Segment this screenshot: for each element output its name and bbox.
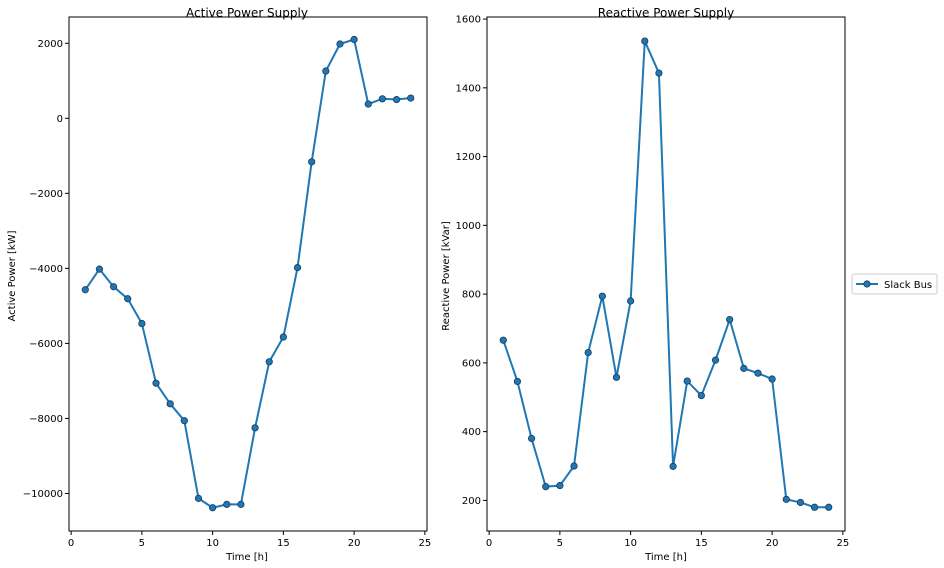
- active-power-data-point: [392, 95, 401, 104]
- reactive-power-data-point: [782, 495, 790, 503]
- reactive-power-data-point: [499, 336, 507, 344]
- reactive-power-data-point: [527, 434, 536, 443]
- active-power-data-point: [378, 95, 387, 103]
- active-power-data-point: [138, 319, 146, 328]
- active-power-panel: Active Power Supply Time [h] Active Powe…: [7, 6, 431, 563]
- active-power-title: Active Power Supply: [186, 6, 308, 20]
- reactive-power-ytick-label: 1600: [456, 15, 481, 26]
- reactive-power-data-point: [612, 373, 621, 381]
- reactive-power-ytick-label: 200: [462, 496, 481, 507]
- reactive-power-data-point: [570, 462, 578, 470]
- active-power-data-point: [308, 158, 316, 166]
- reactive-power-data-point: [598, 292, 606, 300]
- reactive-power-plot-frame: [486, 16, 846, 532]
- legend-box: [851, 273, 938, 295]
- active-power-series: [81, 35, 415, 512]
- reactive-power-data-point: [655, 69, 663, 77]
- active-power-ytick-label: 2000: [38, 39, 63, 50]
- reactive-power-series: [499, 37, 833, 511]
- reactive-power-xtick-label: 0: [486, 538, 492, 549]
- active-power-data-point: [166, 400, 174, 408]
- reactive-power-ytick-label: 1000: [456, 221, 481, 232]
- reactive-power-ticks: 0 5 10 15 20 25 200 400 600 800 1000 1200 1400 1600: [456, 15, 850, 549]
- reactive-power-data-point: [542, 483, 550, 491]
- reactive-power-ytick-label: 1400: [456, 83, 481, 94]
- active-power-data-point: [152, 379, 160, 387]
- active-power-xtick-label: 5: [139, 538, 145, 549]
- active-power-data-point: [350, 35, 358, 44]
- reactive-power-xlabel: Time [h]: [644, 552, 687, 563]
- active-power-data-point: [407, 94, 415, 102]
- active-power-data-point: [194, 494, 203, 502]
- legend-marker-swatch: [863, 280, 871, 288]
- active-power-ytick-label: −10000: [23, 489, 63, 500]
- active-power-data-point: [265, 358, 273, 366]
- reactive-power-data-point: [726, 315, 734, 324]
- active-power-xtick-label: 25: [419, 538, 432, 549]
- reactive-power-data-point: [513, 377, 522, 386]
- reactive-power-data-point: [768, 375, 776, 383]
- active-power-data-point: [251, 424, 259, 432]
- active-power-data-point: [180, 417, 188, 425]
- active-power-ytick-label: −6000: [29, 339, 63, 350]
- active-power-data-point: [336, 40, 344, 48]
- active-power-xtick-label: 0: [68, 538, 74, 549]
- active-power-data-point: [124, 295, 132, 303]
- active-power-data-point: [95, 265, 104, 273]
- reactive-power-data-point: [711, 356, 720, 364]
- reactive-power-data-point: [825, 503, 833, 511]
- active-power-ytick-label: −2000: [29, 189, 63, 200]
- reactive-power-xtick-label: 5: [557, 538, 563, 549]
- active-power-data-point: [223, 500, 231, 508]
- reactive-power-xtick-label: 20: [766, 538, 779, 549]
- active-power-data-point: [237, 500, 245, 508]
- reactive-power-xtick-label: 15: [695, 538, 708, 549]
- active-power-xtick-label: 10: [206, 538, 219, 549]
- reactive-power-data-point: [669, 462, 677, 470]
- legend: Slack Bus: [851, 273, 938, 295]
- reactive-power-xtick-label: 10: [624, 538, 637, 549]
- reactive-power-data-point: [683, 377, 691, 385]
- reactive-power-ytick-label: 400: [462, 427, 481, 438]
- active-power-data-point: [109, 283, 118, 291]
- reactive-power-data-point: [627, 297, 635, 305]
- reactive-power-data-point: [584, 348, 592, 357]
- reactive-power-data-point: [641, 37, 649, 45]
- active-power-plot-frame: [68, 16, 428, 532]
- active-power-series-line: [84, 38, 411, 509]
- reactive-power-data-point: [754, 369, 762, 377]
- active-power-data-point: [293, 264, 302, 272]
- active-power-xtick-label: 20: [348, 538, 361, 549]
- active-power-ytick-label: −8000: [29, 414, 63, 425]
- active-power-data-point: [279, 333, 287, 341]
- active-power-ytick-label: 0: [57, 114, 63, 125]
- active-power-ytick-label: −4000: [29, 264, 63, 275]
- active-power-ylabel: Active Power [kW]: [7, 230, 18, 321]
- reactive-power-data-point: [556, 482, 564, 490]
- reactive-power-data-point: [810, 503, 819, 511]
- reactive-power-ylabel: Reactive Power [kVar]: [441, 221, 452, 331]
- reactive-power-title: Reactive Power Supply: [598, 6, 734, 20]
- reactive-power-panel: Reactive Power Supply Time [h] Reactive …: [441, 6, 849, 563]
- reactive-power-data-point: [740, 364, 748, 372]
- active-power-data-point: [81, 286, 89, 294]
- reactive-power-data-point: [796, 498, 805, 507]
- active-power-ticks: 0 5 10 15 20 25 −10000 −8000 −6000 −4000 −2000 0 200…: [23, 39, 431, 549]
- active-power-data-point: [364, 100, 372, 108]
- legend-label: Slack Bus: [884, 280, 932, 291]
- reactive-power-xtick-label: 25: [837, 538, 850, 549]
- active-power-xlabel: Time [h]: [225, 552, 268, 563]
- reactive-power-ytick-label: 600: [462, 358, 481, 369]
- reactive-power-data-point: [697, 391, 705, 400]
- active-power-xtick-label: 15: [277, 538, 290, 549]
- reactive-power-ytick-label: 1200: [456, 152, 481, 163]
- active-power-data-point: [322, 67, 330, 75]
- reactive-power-ytick-label: 800: [462, 290, 481, 301]
- active-power-data-point: [209, 504, 217, 512]
